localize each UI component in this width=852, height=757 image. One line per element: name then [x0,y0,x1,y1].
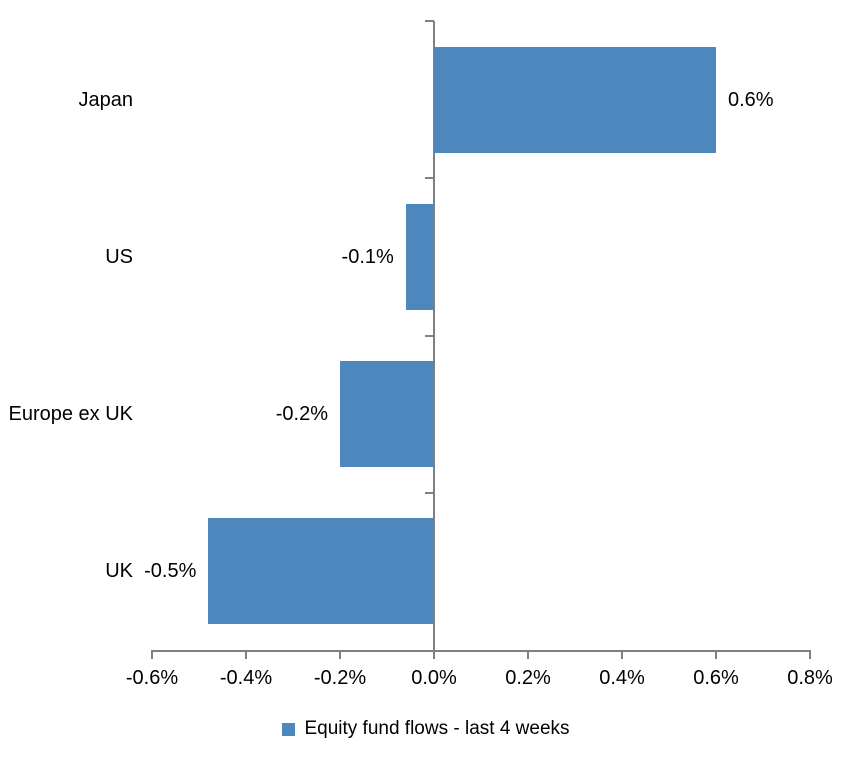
value-axis-tick [151,652,153,659]
value-axis-tick [527,652,529,659]
legend-marker [282,722,296,736]
value-axis-line [151,650,811,652]
legend: Equity fund flows - last 4 weeks [0,715,852,743]
value-axis-tick-label: 0.8% [787,667,833,689]
category-axis-tick [425,20,434,22]
value-axis-tick-label: 0.2% [505,667,551,689]
data-label: 0.6% [728,88,774,111]
value-axis-tick [621,652,623,659]
value-axis-tick-label: -0.4% [219,667,273,689]
value-axis-tick [809,652,811,659]
value-axis-tick-label: 0.0% [411,667,457,689]
bar-uk [208,518,434,625]
category-label: Europe ex UK [8,403,133,426]
value-axis-tick-label: -0.6% [125,667,179,689]
value-axis-tick [339,652,341,659]
value-axis-tick-label: -0.2% [313,667,367,689]
data-label: -0.2% [275,403,328,426]
category-label: US [105,245,133,268]
legend-label: Equity fund flows - last 4 weeks [304,718,570,739]
category-label: Japan [78,88,134,111]
category-label: UK [105,560,133,583]
data-label: -0.5% [144,560,197,583]
value-axis-tick-label: 0.4% [599,667,645,689]
value-axis-tick-label: 0.6% [693,667,739,689]
bar-europe-ex-uk [340,361,434,468]
value-axis-tick [715,652,717,659]
data-label: -0.1% [341,245,394,268]
category-axis-tick [425,491,434,494]
value-axis-tick [433,652,435,659]
bar-us [405,203,434,310]
category-axis-line [433,21,435,652]
bar-japan [434,46,716,153]
category-axis-tick [425,334,434,337]
value-axis-tick [245,652,247,659]
category-axis-tick [425,177,434,180]
